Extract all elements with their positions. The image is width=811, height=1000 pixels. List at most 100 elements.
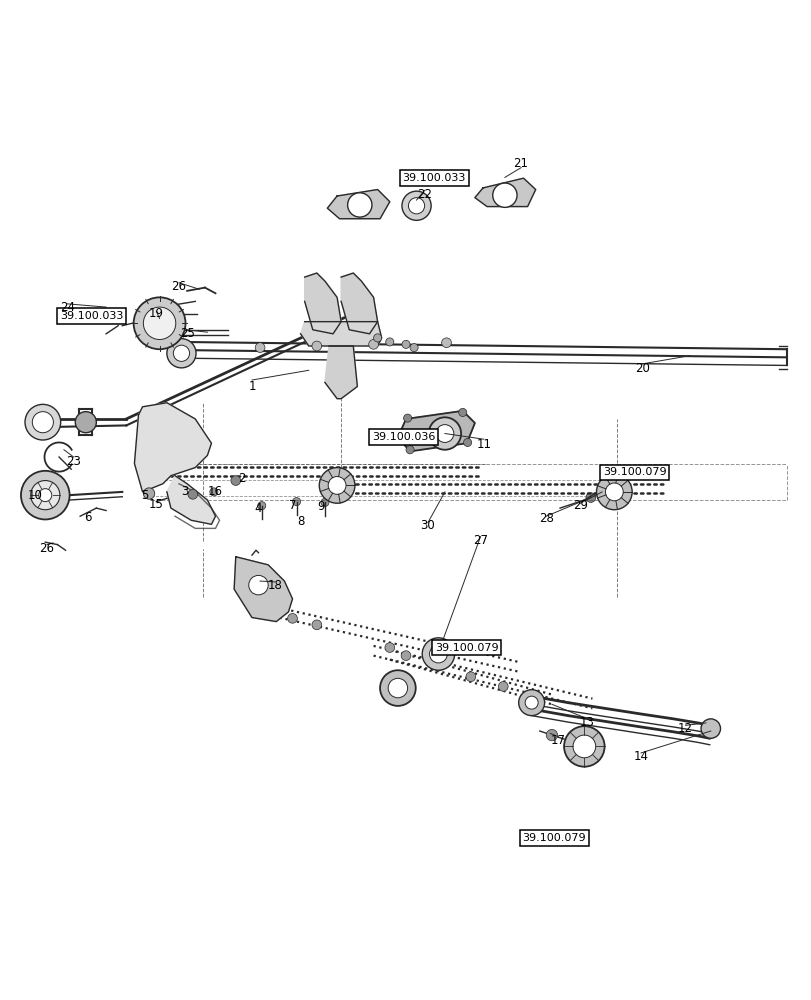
Circle shape bbox=[564, 726, 604, 767]
Text: 7: 7 bbox=[289, 499, 296, 512]
Circle shape bbox=[700, 719, 719, 738]
Circle shape bbox=[39, 489, 52, 502]
Circle shape bbox=[408, 198, 424, 214]
Text: 2: 2 bbox=[238, 472, 246, 485]
Text: 39.100.036: 39.100.036 bbox=[371, 432, 435, 442]
Circle shape bbox=[31, 481, 60, 510]
Circle shape bbox=[518, 690, 544, 716]
Text: 39.100.079: 39.100.079 bbox=[602, 467, 666, 477]
Text: 23: 23 bbox=[67, 455, 81, 468]
Circle shape bbox=[428, 417, 461, 450]
Text: 9: 9 bbox=[317, 500, 324, 513]
Circle shape bbox=[311, 620, 321, 630]
Text: 16: 16 bbox=[208, 485, 223, 498]
Circle shape bbox=[319, 468, 354, 503]
Circle shape bbox=[401, 191, 431, 220]
Text: 26: 26 bbox=[171, 280, 187, 293]
Circle shape bbox=[388, 678, 407, 698]
Polygon shape bbox=[304, 273, 341, 334]
Circle shape bbox=[525, 696, 538, 709]
Text: 26: 26 bbox=[40, 542, 54, 555]
Circle shape bbox=[320, 498, 328, 506]
Text: 25: 25 bbox=[179, 327, 195, 340]
Polygon shape bbox=[300, 322, 381, 346]
Circle shape bbox=[492, 183, 517, 207]
Circle shape bbox=[75, 412, 97, 433]
Circle shape bbox=[385, 338, 393, 346]
Circle shape bbox=[403, 414, 411, 422]
Text: 21: 21 bbox=[513, 157, 528, 170]
Circle shape bbox=[380, 670, 415, 706]
Text: 18: 18 bbox=[267, 579, 281, 592]
Text: 28: 28 bbox=[539, 512, 553, 525]
Polygon shape bbox=[167, 476, 215, 524]
Text: 39.100.033: 39.100.033 bbox=[60, 311, 123, 321]
Circle shape bbox=[328, 476, 345, 494]
Circle shape bbox=[573, 735, 595, 758]
Circle shape bbox=[187, 489, 197, 499]
Circle shape bbox=[287, 613, 297, 623]
Text: 24: 24 bbox=[59, 301, 75, 314]
Circle shape bbox=[410, 344, 418, 352]
Circle shape bbox=[605, 483, 623, 501]
Text: 39.100.079: 39.100.079 bbox=[435, 643, 498, 653]
Text: 17: 17 bbox=[550, 734, 565, 747]
Circle shape bbox=[586, 493, 595, 502]
Circle shape bbox=[25, 404, 61, 440]
Circle shape bbox=[311, 341, 321, 351]
Circle shape bbox=[167, 339, 195, 368]
Text: 6: 6 bbox=[84, 511, 91, 524]
Circle shape bbox=[596, 474, 632, 510]
Polygon shape bbox=[135, 403, 211, 492]
Circle shape bbox=[257, 502, 265, 510]
Text: 14: 14 bbox=[633, 750, 648, 763]
Circle shape bbox=[406, 446, 414, 454]
Circle shape bbox=[271, 607, 281, 617]
Text: 30: 30 bbox=[420, 519, 435, 532]
Text: 1: 1 bbox=[248, 380, 255, 393]
Text: 5: 5 bbox=[141, 489, 148, 502]
Polygon shape bbox=[324, 346, 357, 399]
Circle shape bbox=[401, 340, 410, 348]
Text: 15: 15 bbox=[148, 498, 164, 511]
Polygon shape bbox=[234, 557, 292, 622]
Circle shape bbox=[209, 488, 217, 496]
Circle shape bbox=[368, 339, 378, 349]
Text: 4: 4 bbox=[255, 502, 262, 515]
Text: 19: 19 bbox=[148, 307, 164, 320]
Circle shape bbox=[144, 307, 175, 339]
Text: 10: 10 bbox=[28, 489, 43, 502]
Circle shape bbox=[134, 297, 185, 349]
Circle shape bbox=[466, 672, 475, 682]
Text: 3: 3 bbox=[181, 485, 188, 498]
Text: 39.100.079: 39.100.079 bbox=[522, 833, 586, 843]
Text: 22: 22 bbox=[417, 188, 431, 201]
Circle shape bbox=[546, 729, 557, 741]
Circle shape bbox=[384, 643, 394, 652]
Text: 39.100.033: 39.100.033 bbox=[402, 173, 466, 183]
Text: 20: 20 bbox=[634, 362, 650, 375]
Polygon shape bbox=[341, 273, 377, 334]
Circle shape bbox=[173, 345, 189, 361]
Circle shape bbox=[21, 471, 70, 519]
Polygon shape bbox=[397, 411, 474, 451]
Circle shape bbox=[458, 408, 466, 417]
Text: 13: 13 bbox=[579, 716, 594, 729]
Circle shape bbox=[401, 651, 410, 661]
Text: 27: 27 bbox=[473, 534, 487, 547]
Circle shape bbox=[255, 343, 264, 352]
Circle shape bbox=[373, 334, 381, 342]
Circle shape bbox=[436, 425, 453, 442]
Text: 11: 11 bbox=[476, 438, 491, 451]
Circle shape bbox=[292, 498, 300, 506]
Text: 29: 29 bbox=[572, 499, 587, 512]
Circle shape bbox=[32, 412, 54, 433]
Circle shape bbox=[144, 488, 155, 499]
Circle shape bbox=[248, 575, 268, 595]
Circle shape bbox=[498, 682, 508, 691]
Circle shape bbox=[433, 661, 443, 671]
Circle shape bbox=[429, 645, 447, 663]
Text: 8: 8 bbox=[297, 515, 304, 528]
Circle shape bbox=[347, 193, 371, 217]
Text: 12: 12 bbox=[677, 722, 693, 735]
